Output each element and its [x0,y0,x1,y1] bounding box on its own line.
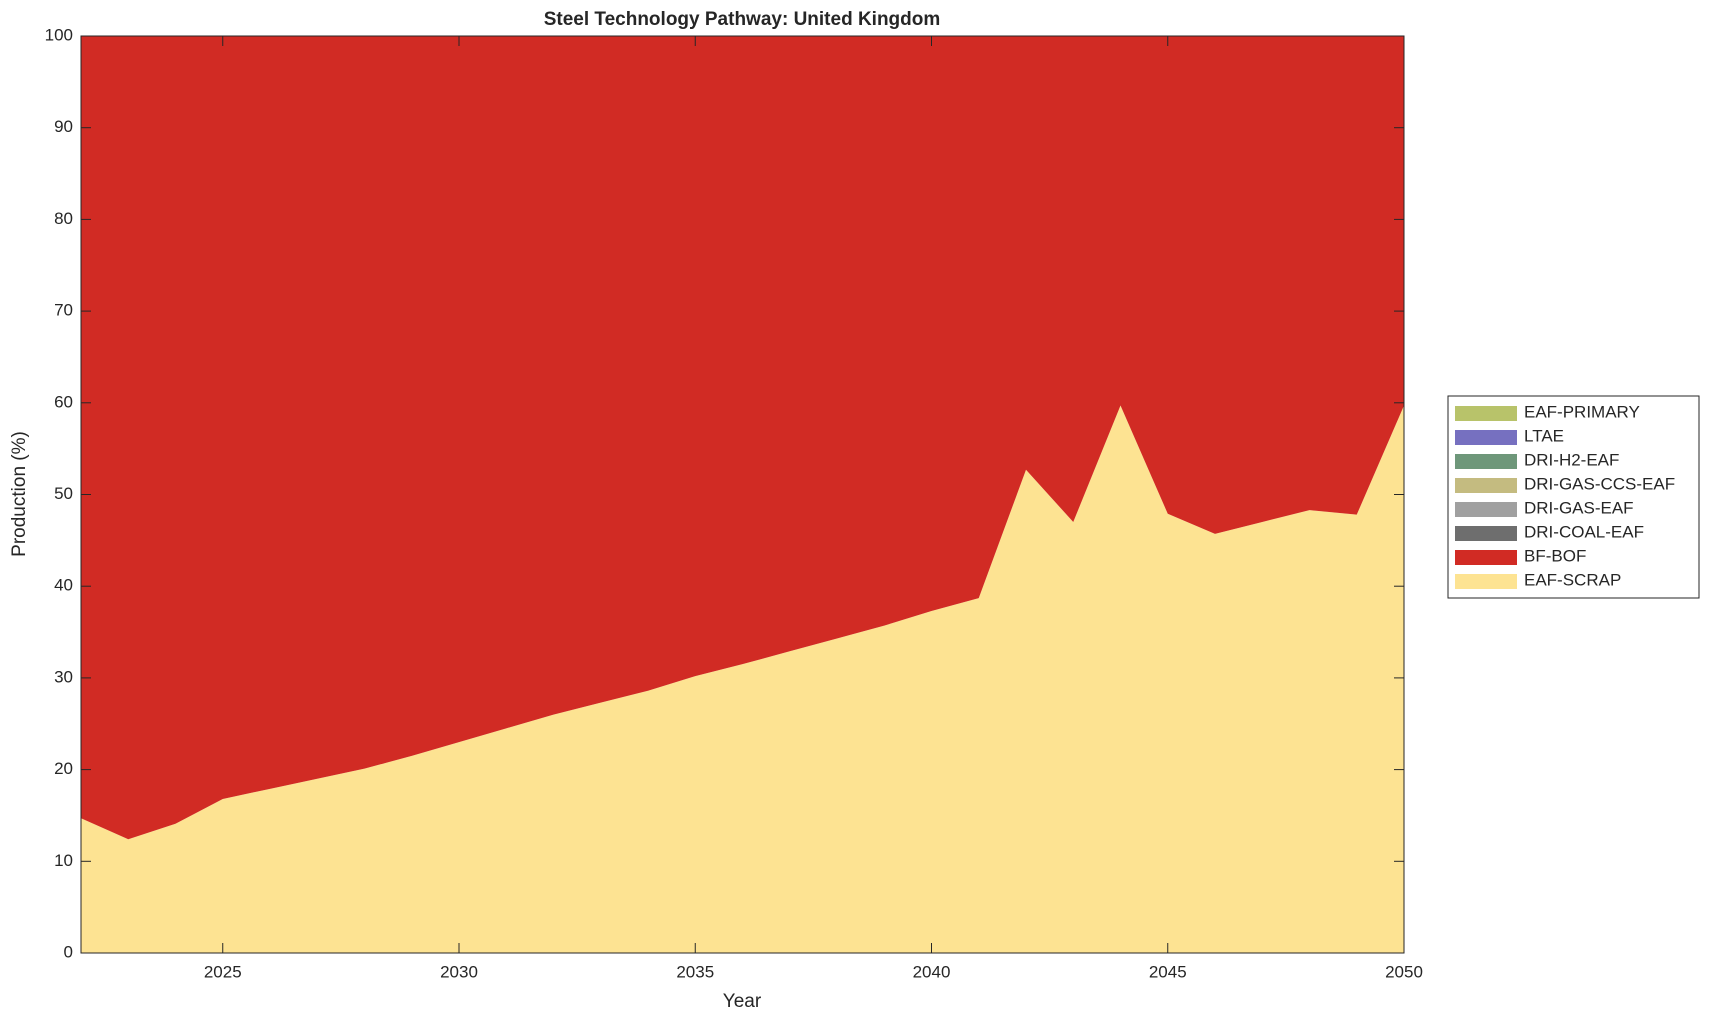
y-tick-label: 80 [54,209,73,228]
legend-swatch [1455,454,1517,469]
legend-swatch [1455,550,1517,565]
y-tick-label: 0 [64,942,73,961]
x-tick-label: 2025 [204,962,242,981]
x-tick-label: 2050 [1385,962,1423,981]
legend-swatch [1455,502,1517,517]
legend-label: DRI-COAL-EAF [1524,522,1644,541]
y-tick-label: 60 [54,392,73,411]
x-tick-label: 2045 [1149,962,1187,981]
legend-label: BF-BOF [1524,546,1586,565]
legend-label: EAF-PRIMARY [1524,402,1640,421]
legend-label: LTAE [1524,426,1564,445]
y-tick-label: 10 [54,851,73,870]
legend-swatch [1455,406,1517,421]
y-tick-label: 90 [54,117,73,136]
x-tick-label: 2035 [676,962,714,981]
y-tick-label: 40 [54,576,73,595]
legend-box [1447,395,1700,599]
y-axis-label: Production (%) [9,431,30,557]
area [81,36,1404,840]
x-tick-label: 2030 [440,962,478,981]
y-tick-label: 50 [54,484,73,503]
y-tick-label: 100 [45,25,73,44]
y-tick-label: 70 [54,301,73,320]
chart-title: Steel Technology Pathway: United Kingdom [544,9,941,30]
legend-swatch [1455,574,1517,589]
legend: EAF-PRIMARY LTAE DRI-H2-EAF DRI-GAS-CCS-EAF… [1447,395,1700,599]
legend-label: DRI-H2-EAF [1524,450,1619,469]
legend-label: DRI-GAS-EAF [1524,498,1634,517]
area [81,405,1404,953]
legend-label: DRI-GAS-CCS-EAF [1524,474,1675,493]
y-tick-label: 20 [54,759,73,778]
y-tick-label: 30 [54,667,73,686]
x-axis-label: Year [723,991,762,1012]
legend-swatch [1455,526,1517,541]
x-tick-label: 2040 [913,962,951,981]
legend-swatch [1455,478,1517,493]
legend-swatch [1455,430,1517,445]
legend-label: EAF-SCRAP [1524,570,1621,589]
